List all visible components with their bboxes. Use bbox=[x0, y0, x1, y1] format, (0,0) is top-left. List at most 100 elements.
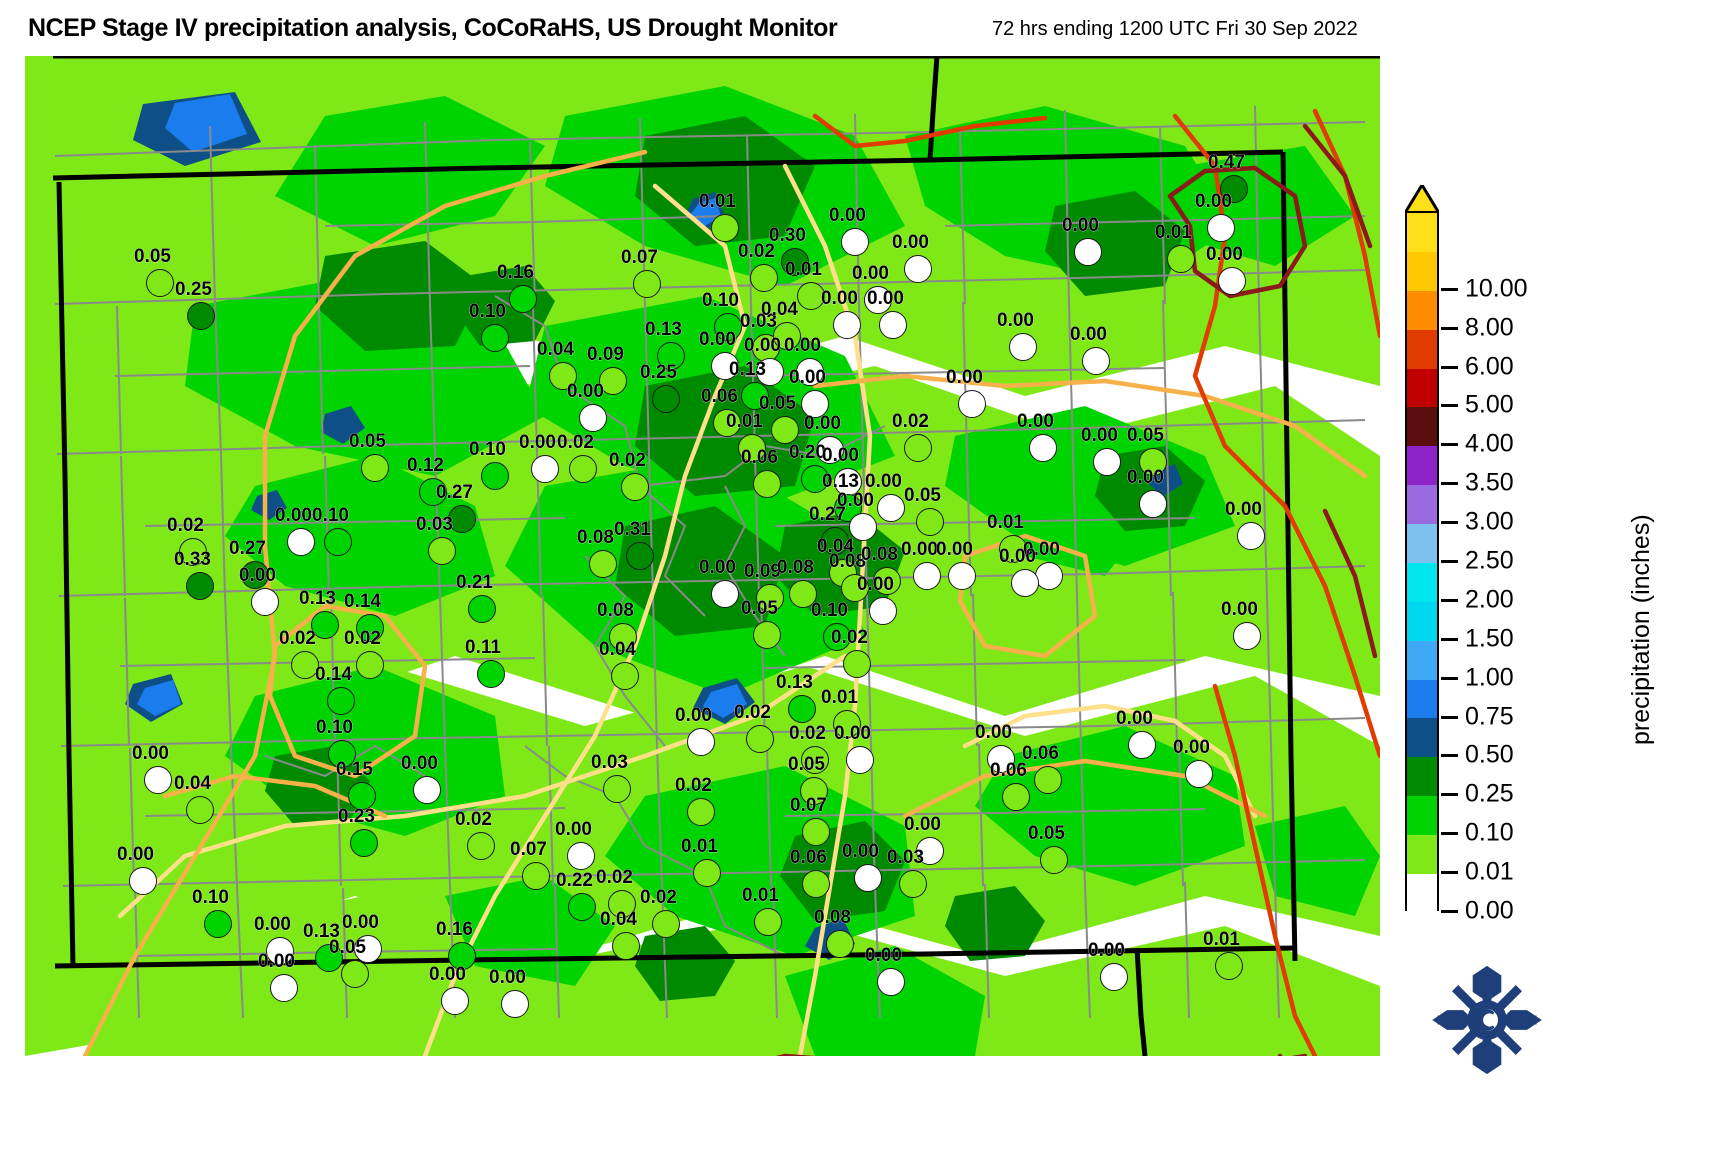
station-marker[interactable] bbox=[270, 974, 298, 1002]
station-marker[interactable] bbox=[753, 470, 781, 498]
station-marker[interactable] bbox=[802, 818, 830, 846]
station-marker[interactable] bbox=[187, 302, 215, 330]
station-marker[interactable] bbox=[609, 623, 637, 651]
precipitation-map[interactable]: 0.05 0.25 0.16 0.10 0.07 0.01 0.02 0.30 0.01 0.00… bbox=[25, 56, 1380, 1056]
station-marker[interactable] bbox=[419, 478, 447, 506]
station-marker[interactable] bbox=[771, 416, 799, 444]
station-marker[interactable] bbox=[413, 776, 441, 804]
station-marker[interactable] bbox=[797, 282, 825, 310]
station-marker[interactable] bbox=[356, 614, 384, 642]
station-marker[interactable] bbox=[327, 687, 355, 715]
station-marker[interactable] bbox=[1167, 245, 1195, 273]
station-marker[interactable] bbox=[958, 390, 986, 418]
station-marker[interactable] bbox=[788, 695, 816, 723]
station-marker[interactable] bbox=[1035, 562, 1063, 590]
station-marker[interactable] bbox=[361, 454, 389, 482]
station-marker[interactable] bbox=[1218, 267, 1246, 295]
station-marker[interactable] bbox=[816, 436, 844, 464]
station-marker[interactable] bbox=[626, 542, 654, 570]
station-marker[interactable] bbox=[841, 228, 869, 256]
station-marker[interactable] bbox=[773, 322, 801, 350]
station-marker[interactable] bbox=[1207, 214, 1235, 242]
station-marker[interactable] bbox=[987, 745, 1015, 773]
station-marker[interactable] bbox=[129, 867, 157, 895]
station-marker[interactable] bbox=[693, 859, 721, 887]
station-marker[interactable] bbox=[916, 837, 944, 865]
station-marker[interactable] bbox=[608, 890, 636, 918]
station-marker[interactable] bbox=[713, 409, 741, 437]
station-marker[interactable] bbox=[864, 286, 892, 314]
station-marker[interactable] bbox=[948, 562, 976, 590]
station-marker[interactable] bbox=[621, 473, 649, 501]
station-marker[interactable] bbox=[1002, 783, 1030, 811]
station-marker[interactable] bbox=[756, 358, 784, 386]
station-marker[interactable] bbox=[328, 740, 356, 768]
station-marker[interactable] bbox=[531, 455, 559, 483]
station-marker[interactable] bbox=[789, 580, 817, 608]
station-marker[interactable] bbox=[687, 798, 715, 826]
station-marker[interactable] bbox=[549, 362, 577, 390]
station-marker[interactable] bbox=[1139, 448, 1167, 476]
station-marker[interactable] bbox=[687, 728, 715, 756]
station-marker[interactable] bbox=[179, 538, 207, 566]
station-marker[interactable] bbox=[204, 910, 232, 938]
station-marker[interactable] bbox=[579, 404, 607, 432]
station-marker[interactable] bbox=[509, 285, 537, 313]
station-marker[interactable] bbox=[1220, 175, 1248, 203]
station-marker[interactable] bbox=[756, 584, 784, 612]
station-marker[interactable] bbox=[477, 660, 505, 688]
station-marker[interactable] bbox=[186, 796, 214, 824]
station-marker[interactable] bbox=[753, 621, 781, 649]
station-marker[interactable] bbox=[854, 864, 882, 892]
station-marker[interactable] bbox=[1215, 952, 1243, 980]
station-marker[interactable] bbox=[291, 651, 319, 679]
station-marker[interactable] bbox=[801, 390, 829, 418]
station-marker[interactable] bbox=[311, 611, 339, 639]
station-marker[interactable] bbox=[781, 248, 809, 276]
station-marker[interactable] bbox=[448, 505, 476, 533]
station-marker[interactable] bbox=[146, 269, 174, 297]
station-marker[interactable] bbox=[324, 528, 352, 556]
station-marker[interactable] bbox=[481, 324, 509, 352]
station-marker[interactable] bbox=[738, 434, 766, 462]
station-marker[interactable] bbox=[481, 462, 509, 490]
station-marker[interactable] bbox=[652, 910, 680, 938]
station-marker[interactable] bbox=[1093, 448, 1121, 476]
station-marker[interactable] bbox=[801, 465, 829, 493]
station-marker[interactable] bbox=[873, 567, 901, 595]
station-marker[interactable] bbox=[1128, 731, 1156, 759]
station-marker[interactable] bbox=[1100, 963, 1128, 991]
station-marker[interactable] bbox=[800, 777, 828, 805]
station-marker[interactable] bbox=[633, 270, 661, 298]
station-marker[interactable] bbox=[826, 930, 854, 958]
station-marker[interactable] bbox=[711, 580, 739, 608]
station-marker[interactable] bbox=[879, 311, 907, 339]
station-marker[interactable] bbox=[877, 494, 905, 522]
station-marker[interactable] bbox=[1040, 846, 1068, 874]
station-marker[interactable] bbox=[144, 766, 172, 794]
station-marker[interactable] bbox=[657, 342, 685, 370]
station-marker[interactable] bbox=[348, 782, 376, 810]
station-marker[interactable] bbox=[821, 527, 849, 555]
station-marker[interactable] bbox=[833, 311, 861, 339]
station-marker[interactable] bbox=[899, 870, 927, 898]
station-marker[interactable] bbox=[877, 968, 905, 996]
station-marker[interactable] bbox=[1009, 333, 1037, 361]
station-marker[interactable] bbox=[1139, 490, 1167, 518]
station-marker[interactable] bbox=[603, 775, 631, 803]
station-marker[interactable] bbox=[501, 990, 529, 1018]
station-marker[interactable] bbox=[801, 746, 829, 774]
station-marker[interactable] bbox=[846, 746, 874, 774]
station-marker[interactable] bbox=[287, 528, 315, 556]
station-marker[interactable] bbox=[1034, 766, 1062, 794]
station-marker[interactable] bbox=[354, 935, 382, 963]
station-marker[interactable] bbox=[904, 255, 932, 283]
station-marker[interactable] bbox=[350, 829, 378, 857]
station-marker[interactable] bbox=[266, 937, 294, 965]
station-marker[interactable] bbox=[1074, 238, 1102, 266]
station-marker[interactable] bbox=[599, 367, 627, 395]
station-marker[interactable] bbox=[833, 710, 861, 738]
station-marker[interactable] bbox=[714, 313, 742, 341]
station-marker[interactable] bbox=[567, 842, 595, 870]
station-marker[interactable] bbox=[441, 987, 469, 1015]
